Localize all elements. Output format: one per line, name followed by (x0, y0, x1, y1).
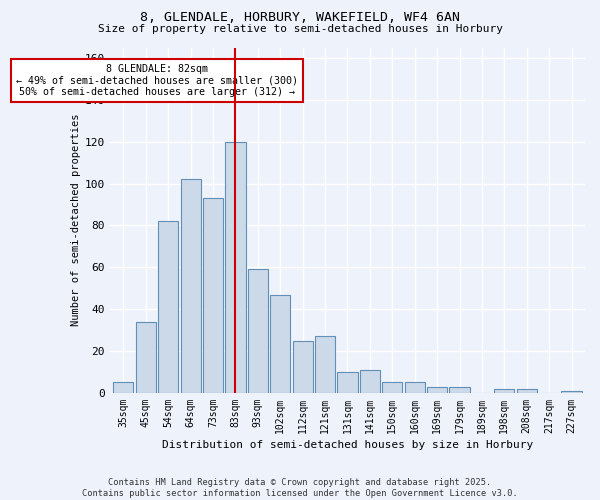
Bar (315, 336, 335, 393)
Text: 8 GLENDALE: 82sqm
← 49% of semi-detached houses are smaller (300)
50% of semi-de: 8 GLENDALE: 82sqm ← 49% of semi-detached… (16, 64, 298, 98)
Bar (337, 372, 358, 393)
Bar (517, 389, 537, 393)
Text: 8, GLENDALE, HORBURY, WAKEFIELD, WF4 6AN: 8, GLENDALE, HORBURY, WAKEFIELD, WF4 6AN (140, 11, 460, 24)
Bar (382, 382, 403, 393)
Bar (360, 370, 380, 393)
X-axis label: Distribution of semi-detached houses by size in Horbury: Distribution of semi-detached houses by … (162, 440, 533, 450)
Bar (404, 382, 425, 393)
Bar (494, 389, 514, 393)
Bar (113, 382, 133, 393)
Bar (248, 270, 268, 393)
Text: Contains HM Land Registry data © Crown copyright and database right 2025.
Contai: Contains HM Land Registry data © Crown c… (82, 478, 518, 498)
Text: Size of property relative to semi-detached houses in Horbury: Size of property relative to semi-detach… (97, 24, 503, 34)
Bar (293, 340, 313, 393)
Bar (136, 322, 156, 393)
Bar (562, 391, 581, 393)
Bar (449, 386, 470, 393)
Bar (226, 142, 245, 393)
Y-axis label: Number of semi-detached properties: Number of semi-detached properties (71, 114, 80, 326)
Bar (181, 180, 200, 393)
Bar (427, 386, 447, 393)
Bar (158, 222, 178, 393)
Bar (203, 198, 223, 393)
Bar (270, 294, 290, 393)
